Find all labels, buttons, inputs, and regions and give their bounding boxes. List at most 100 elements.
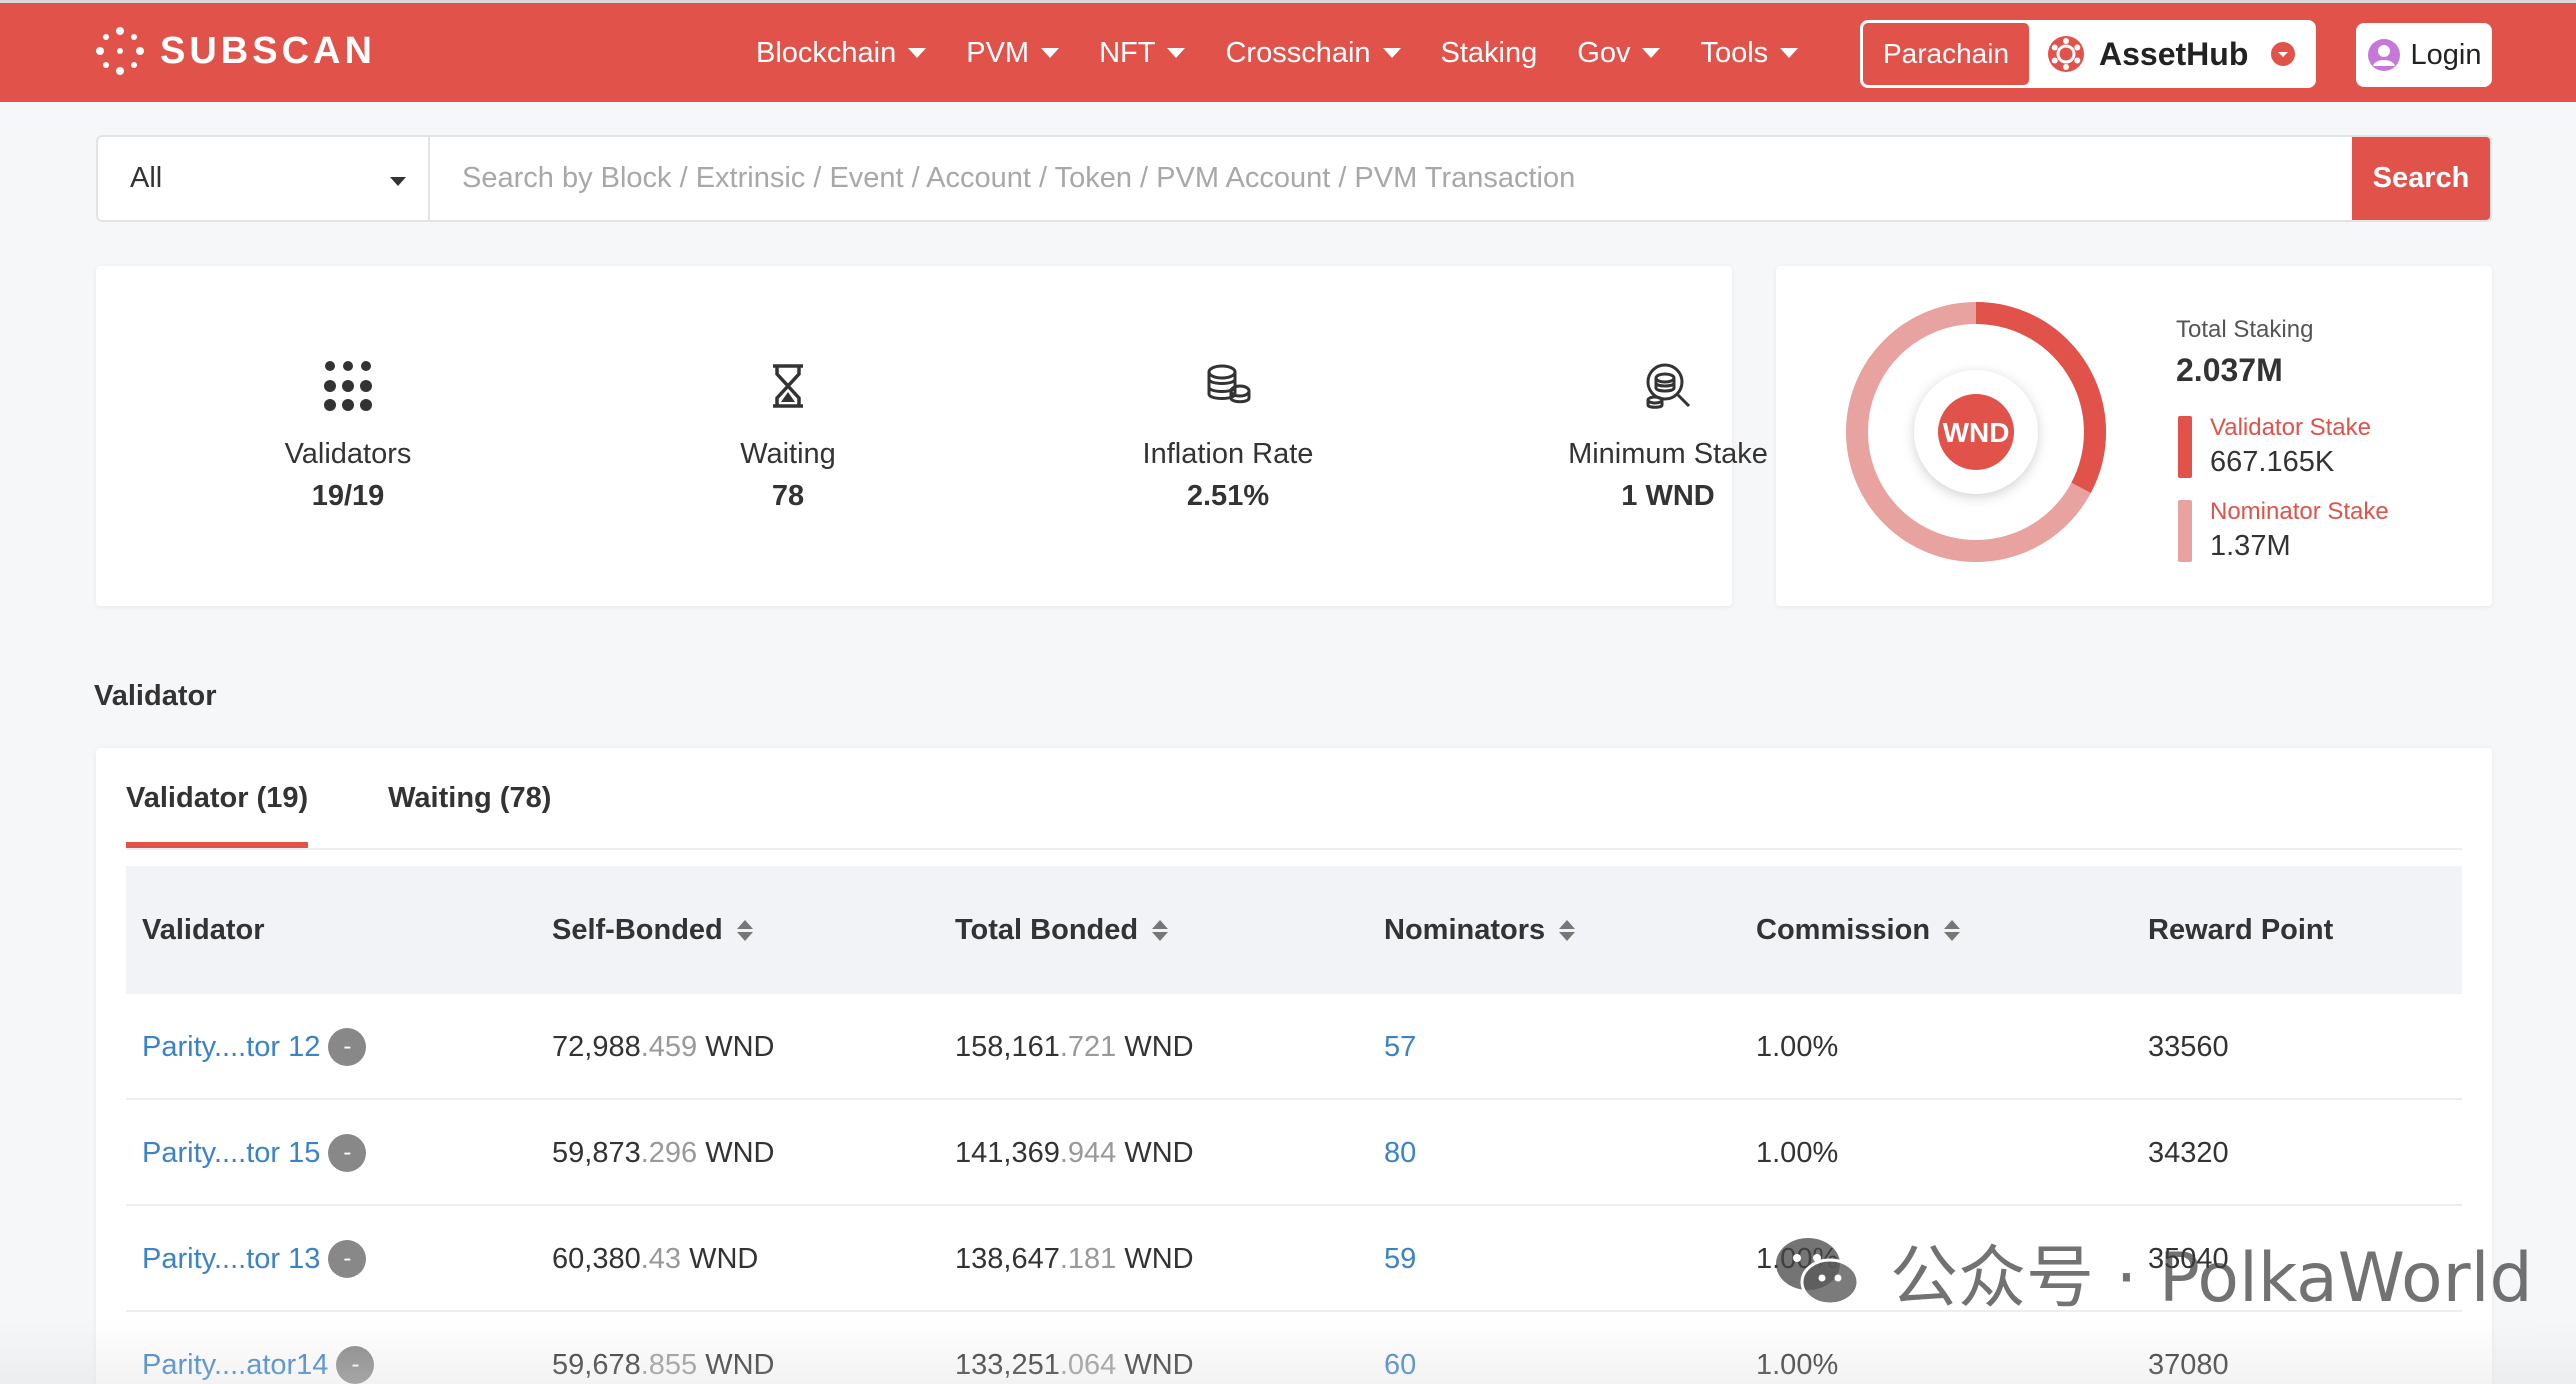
- amount-int: 133,251: [955, 1348, 1060, 1381]
- stat-minimum-stake: Minimum Stake 1 WND: [1448, 266, 1888, 606]
- nominator-stake-label: Nominator Stake: [2210, 498, 2389, 525]
- commission-cell: 1.00%: [1756, 1030, 1839, 1063]
- caret-down-icon: [1167, 48, 1186, 58]
- reward-point-cell: 34320: [2148, 1136, 2229, 1169]
- tabs-divider: [126, 848, 2462, 850]
- validator-link[interactable]: Parity....ator14: [142, 1348, 329, 1381]
- login-button[interactable]: Login: [2356, 23, 2492, 87]
- amount-unit: WND: [1124, 1136, 1194, 1169]
- amount-dec: .459: [640, 1030, 698, 1063]
- col-self-bonded[interactable]: Self-Bonded: [552, 866, 753, 994]
- self-bonded-cell: 72,988.459 WND: [552, 994, 774, 1100]
- nav-gov[interactable]: Gov: [1577, 36, 1661, 70]
- column-label: Validator: [142, 913, 265, 946]
- validator-cell: Parity....tor 15 -: [142, 1100, 367, 1206]
- assethub-icon: [2048, 36, 2084, 72]
- caret-down-icon: [1041, 48, 1060, 58]
- stat-label: Waiting: [740, 438, 836, 470]
- nominators-link[interactable]: 57: [1384, 1030, 1417, 1063]
- sort-icon[interactable]: [1944, 919, 1961, 941]
- caret-down-icon: [1642, 48, 1661, 58]
- amount-unit: WND: [1124, 1348, 1194, 1381]
- parachain-tab[interactable]: Parachain: [1863, 23, 2029, 85]
- stat-label: Minimum Stake: [1568, 438, 1768, 470]
- nav-label: Blockchain: [756, 36, 897, 69]
- total-staking-value: 2.037M: [2176, 352, 2283, 388]
- nav-pvm[interactable]: PVM: [966, 36, 1060, 70]
- total-staking-label: Total Staking: [2176, 316, 2314, 343]
- sort-icon[interactable]: [736, 919, 753, 941]
- total-bonded-cell: 158,161.721 WND: [955, 994, 1194, 1100]
- reward-point-cell: 33560: [2148, 1030, 2229, 1063]
- search-filter-select[interactable]: All: [98, 137, 430, 220]
- validator-cell: Parity....ator14 -: [142, 1312, 375, 1384]
- logo-text: SUBSCAN: [160, 29, 376, 72]
- validator-stake-legend-bar: [2178, 416, 2192, 478]
- staking-donut-chart: WND: [1846, 302, 2106, 562]
- col-commission[interactable]: Commission: [1756, 866, 1961, 994]
- col-nominators[interactable]: Nominators: [1384, 866, 1576, 994]
- subscan-logo[interactable]: SUBSCAN: [94, 25, 376, 77]
- validator-cell: Parity....tor 12 -: [142, 994, 367, 1100]
- search-button[interactable]: Search: [2352, 137, 2490, 220]
- hourglass-icon: [773, 364, 803, 408]
- validator-tabs: Validator (19) Waiting (78): [126, 748, 631, 848]
- login-label: Login: [2410, 38, 2482, 71]
- validator-stake-value: 667.165K: [2210, 446, 2335, 478]
- amount-int: 59,873: [552, 1136, 641, 1169]
- validator-link[interactable]: Parity....tor 15: [142, 1136, 321, 1169]
- chevron-down-icon: [2271, 42, 2296, 66]
- nav-label: PVM: [966, 36, 1030, 69]
- token-symbol: WND: [1943, 417, 2010, 448]
- nav-label: NFT: [1099, 36, 1156, 69]
- table-header: Validator Self-Bonded Total Bonded Nomin…: [126, 866, 2462, 994]
- staking-stats-card: Validators 19/19 Waiting 78 Inflation Ra…: [96, 266, 1768, 606]
- reward-point-cell: 35040: [2148, 1242, 2229, 1275]
- amount-int: 138,647: [955, 1242, 1060, 1275]
- column-label: Self-Bonded: [552, 913, 723, 946]
- validator-link[interactable]: Parity....tor 13: [142, 1242, 321, 1275]
- stat-validators: Validators 19/19: [128, 266, 568, 606]
- nominator-stake-value: 1.37M: [2210, 530, 2291, 562]
- stat-waiting: Waiting 78: [568, 266, 1008, 606]
- table-row: Parity....tor 13 - 60,380.43 WND 138,647…: [126, 1206, 2462, 1312]
- nav-staking[interactable]: Staking: [1441, 37, 1538, 70]
- validator-link[interactable]: Parity....tor 12: [142, 1030, 321, 1063]
- validator-stake-arc: [1846, 302, 2106, 562]
- nominators-link[interactable]: 59: [1384, 1242, 1417, 1275]
- user-icon: [2367, 39, 2400, 71]
- amount-unit: WND: [1124, 1242, 1194, 1275]
- amount-unit: WND: [689, 1242, 759, 1275]
- nav-blockchain[interactable]: Blockchain: [756, 36, 927, 70]
- nav-nft[interactable]: NFT: [1099, 36, 1186, 70]
- stat-inflation-rate: Inflation Rate 2.51%: [1008, 266, 1448, 606]
- stat-value: 1 WND: [1621, 480, 1715, 512]
- nav-label: Staking: [1440, 36, 1538, 69]
- amount-dec: .064: [1059, 1348, 1117, 1381]
- col-total-bonded[interactable]: Total Bonded: [955, 866, 1169, 994]
- nav-crosschain[interactable]: Crosschain: [1225, 37, 1401, 70]
- tab-waiting[interactable]: Waiting (78): [388, 781, 552, 814]
- nominators-link[interactable]: 60: [1384, 1348, 1417, 1381]
- minus-badge-icon: -: [328, 1240, 367, 1278]
- top-navbar: SUBSCAN Blockchain PVM NFT Crosschain St…: [0, 0, 2576, 102]
- network-selector[interactable]: AssetHub: [2047, 35, 2296, 73]
- nav-label: Gov: [1577, 36, 1631, 69]
- network-name: AssetHub: [2099, 35, 2249, 72]
- search-input[interactable]: [430, 137, 2352, 220]
- tab-validator[interactable]: Validator (19): [126, 748, 309, 848]
- main-nav: Blockchain PVM NFT Crosschain Staking Go…: [756, 3, 1838, 103]
- column-label: Commission: [1756, 913, 1931, 946]
- nav-tools[interactable]: Tools: [1700, 37, 1799, 70]
- chain-switcher[interactable]: Parachain AssetHub: [1860, 20, 2316, 88]
- nominators-link[interactable]: 80: [1384, 1136, 1417, 1169]
- self-bonded-cell: 59,678.855 WND: [552, 1312, 774, 1384]
- amount-dec: .721: [1059, 1030, 1117, 1063]
- amount-unit: WND: [1124, 1030, 1194, 1063]
- sort-icon[interactable]: [1152, 919, 1169, 941]
- minus-badge-icon: -: [336, 1346, 375, 1384]
- col-validator: Validator: [142, 866, 265, 994]
- watermark: 公众号 · PolkaWorld: [1772, 1222, 2533, 1321]
- reward-point-cell: 37080: [2148, 1348, 2229, 1381]
- sort-icon[interactable]: [1559, 919, 1576, 941]
